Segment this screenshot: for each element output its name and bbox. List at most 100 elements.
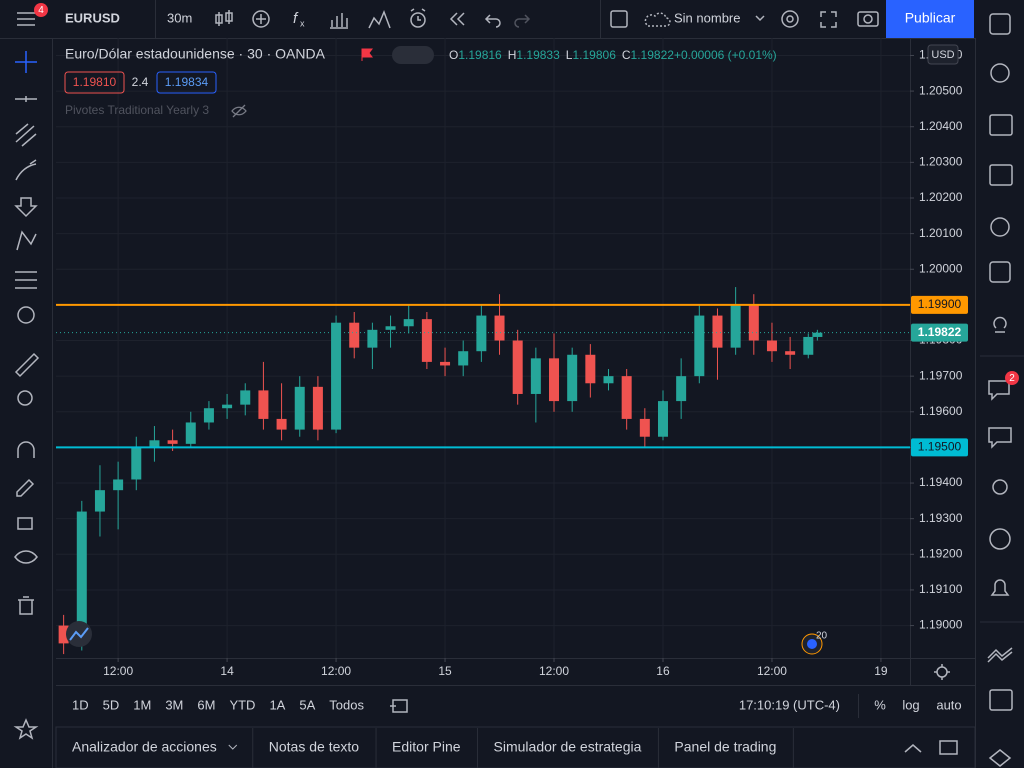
depth-button[interactable]	[987, 647, 1013, 663]
bottom-tab[interactable]: Editor Pine	[392, 739, 461, 755]
currency-box[interactable]	[927, 44, 959, 65]
replay-button[interactable]	[449, 12, 465, 26]
prediction-tool[interactable]	[15, 271, 37, 289]
range-button[interactable]: 6M	[197, 697, 215, 712]
undo-button[interactable]	[484, 14, 501, 28]
news-button[interactable]	[989, 114, 1013, 136]
ohlc-value: +0.00006 (+0.01%)	[674, 48, 777, 62]
grid	[56, 38, 910, 658]
date-range-button[interactable]	[390, 699, 408, 713]
broadcast-button[interactable]	[989, 528, 1011, 550]
range-button[interactable]: 3M	[165, 697, 183, 712]
bid-box[interactable]	[64, 71, 125, 94]
ohlc-label: O	[449, 48, 458, 62]
object-tree-button[interactable]	[989, 689, 1013, 711]
emoji-tool[interactable]	[17, 306, 35, 324]
maximize-button[interactable]	[939, 740, 958, 755]
lock-tool[interactable]	[17, 517, 33, 530]
range-button[interactable]: 1A	[269, 697, 285, 712]
layout-name[interactable]: Sin nombre	[674, 10, 740, 25]
hotlist-button[interactable]	[990, 217, 1010, 237]
screenshot-button[interactable]	[857, 11, 879, 27]
streams-button[interactable]	[992, 479, 1008, 495]
zoom-tool[interactable]	[17, 390, 33, 406]
icon-part: f	[293, 10, 299, 27]
layout-button[interactable]	[610, 10, 628, 28]
alerts-button[interactable]	[990, 63, 1010, 83]
arrow-tool[interactable]	[14, 197, 38, 218]
ohlc-label: L	[566, 48, 573, 62]
range-button[interactable]: 1M	[133, 697, 151, 712]
measure-tool[interactable]	[14, 352, 40, 378]
candle-body	[421, 319, 432, 362]
line-tool[interactable]	[15, 96, 37, 102]
icon-part	[934, 664, 950, 680]
range-button[interactable]: 5D	[103, 697, 120, 712]
dropdown-arrow[interactable]	[755, 15, 765, 22]
range-button[interactable]: 1D	[72, 697, 89, 712]
percent-toggle[interactable]: %	[874, 697, 886, 712]
candle-type-button[interactable]	[215, 10, 233, 26]
toggle[interactable]	[392, 46, 434, 64]
ohlc-value: 1.19822	[631, 48, 675, 62]
alert-button[interactable]	[410, 8, 426, 28]
watchlist-button[interactable]	[989, 13, 1011, 35]
bottom-tab[interactable]: Simulador de estrategia	[494, 739, 642, 755]
axis-settings[interactable]	[934, 664, 950, 680]
auto-toggle[interactable]: auto	[936, 697, 961, 712]
y-tick-label: 1.20200	[919, 190, 963, 204]
calendar-button[interactable]	[989, 261, 1011, 283]
visibility-tool[interactable]	[14, 550, 38, 564]
menu-button[interactable]	[17, 12, 35, 26]
brush-tool[interactable]	[15, 159, 37, 181]
hidden-icon[interactable]	[231, 104, 247, 118]
notifications-button[interactable]	[990, 579, 1010, 596]
magnet-tool[interactable]	[17, 441, 35, 458]
candle-body	[76, 511, 87, 644]
trash-tool[interactable]	[18, 596, 34, 615]
crosshair-tool[interactable]	[15, 51, 37, 73]
bottom-tab[interactable]: Notas de texto	[269, 739, 359, 755]
ask-box[interactable]	[156, 71, 217, 94]
interval[interactable]: 30m	[167, 10, 192, 25]
candle-body	[222, 404, 233, 409]
publish-label[interactable]: Publicar	[905, 10, 956, 26]
financials-button[interactable]	[330, 13, 348, 29]
range-button[interactable]: Todos	[329, 697, 364, 712]
pattern-tool[interactable]	[16, 230, 37, 251]
range-button[interactable]: 5A	[299, 697, 315, 712]
bottom-tab[interactable]: Analizador de acciones	[72, 739, 217, 755]
badge	[34, 3, 48, 17]
settings-button[interactable]	[781, 10, 799, 28]
x-tick-label: 12:00	[757, 664, 787, 678]
redo-button[interactable]	[514, 14, 531, 28]
calendar-list-button[interactable]	[989, 164, 1013, 186]
ohlc-legend: O1.19816 H1.19833 L1.19806 C1.19822+0.00006…	[449, 48, 777, 62]
indicator-name: Pivotes Traditional Yearly 3	[65, 103, 209, 117]
bottom-tab[interactable]: Panel de trading	[674, 739, 776, 755]
publish-button[interactable]	[886, 0, 974, 38]
messages-button[interactable]	[988, 427, 1012, 449]
collapse-button[interactable]	[904, 744, 922, 753]
y-tick-label: 1.19200	[919, 546, 963, 560]
compare-button[interactable]	[252, 10, 270, 28]
candle-body	[730, 304, 741, 348]
ideas-button[interactable]	[993, 316, 1007, 333]
flag-icon[interactable]	[361, 48, 373, 61]
candle-body	[276, 418, 287, 430]
range-button[interactable]: YTD	[229, 697, 255, 712]
fullscreen-button[interactable]	[820, 11, 837, 28]
favorites-tool[interactable]	[13, 718, 39, 740]
templates-button[interactable]	[368, 9, 391, 29]
layers-button[interactable]	[988, 749, 1012, 767]
candle-body	[766, 340, 777, 352]
lock-drawing-tool[interactable]	[16, 478, 35, 497]
candle-body	[712, 315, 723, 348]
symbol[interactable]: EURUSD	[65, 10, 120, 25]
log-toggle[interactable]: log	[902, 697, 919, 712]
fib-tool[interactable]	[15, 123, 37, 147]
ohlc-label: H	[508, 48, 517, 62]
tab-dropdown	[228, 744, 238, 750]
